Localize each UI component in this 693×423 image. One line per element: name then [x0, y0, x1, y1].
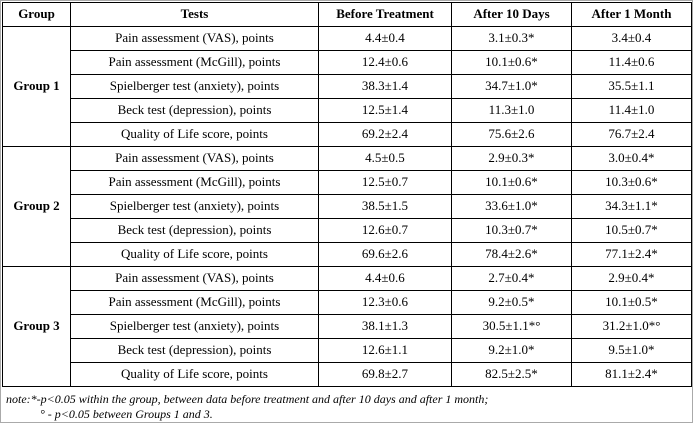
value-cell: 69.2±2.4 — [318, 122, 452, 147]
value-cell: 11.4±1.0 — [571, 98, 692, 123]
test-name-cell: Quality of Life score, points — [70, 362, 319, 387]
table-row: Quality of Life score, points 69.2±2.4 75.… — [3, 122, 692, 147]
value-cell: 2.7±0.4* — [451, 266, 572, 291]
table-row: Beck test (depression), points 12.5±1.4 11… — [3, 98, 692, 123]
group-label-cell: Group 2 — [2, 146, 71, 267]
value-cell: 12.5±0.7 — [318, 170, 452, 195]
test-name-cell: Quality of Life score, points — [70, 122, 319, 147]
table-row: Spielberger test (anxiety), points 38.5±1… — [3, 194, 692, 219]
table-row: Group 1 Pain assessment (VAS), points 4.4±… — [2, 26, 692, 147]
footnotes: note:*-p<0.05 within the group, between … — [2, 392, 691, 422]
value-cell: 82.5±2.5* — [451, 362, 572, 387]
test-name-cell: Spielberger test (anxiety), points — [70, 194, 319, 219]
value-cell: 9.2±1.0* — [451, 338, 572, 363]
value-cell: 3.0±0.4* — [571, 146, 692, 171]
value-cell: 3.1±0.3* — [451, 26, 572, 51]
value-cell: 10.3±0.7* — [451, 218, 572, 243]
value-cell: 12.6±1.1 — [318, 338, 452, 363]
table-row: Group 2 Pain assessment (VAS), points 4.5±… — [2, 146, 692, 267]
column-header-after-1-month: After 1 Month — [571, 2, 692, 27]
table-row: Group 3 Pain assessment (VAS), points 4.4±… — [2, 266, 692, 387]
value-cell: 78.4±2.6* — [451, 242, 572, 267]
column-header-after-10-days: After 10 Days — [451, 2, 572, 27]
test-name-cell: Pain assessment (McGill), points — [70, 170, 319, 195]
column-header-before-treatment: Before Treatment — [318, 2, 452, 27]
value-cell: 10.1±0.6* — [451, 50, 572, 75]
column-header-group: Group — [2, 2, 71, 27]
value-cell: 76.7±2.4 — [571, 122, 692, 147]
value-cell: 11.3±1.0 — [451, 98, 572, 123]
table-row: Pain assessment (McGill), points 12.3±0.6… — [3, 290, 692, 315]
group-label-cell: Group 3 — [2, 266, 71, 387]
value-cell: 10.1±0.5* — [571, 290, 692, 315]
value-cell: 38.3±1.4 — [318, 74, 452, 99]
table-row: Beck test (depression), points 12.6±1.1 9.… — [3, 338, 692, 363]
value-cell: 12.4±0.6 — [318, 50, 452, 75]
column-header-tests: Tests — [70, 2, 319, 27]
value-cell: 77.1±2.4* — [571, 242, 692, 267]
value-cell: 34.7±1.0* — [451, 74, 572, 99]
header-row: Group Tests Before Treatment After 10 Da… — [2, 2, 692, 27]
test-name-cell: Pain assessment (VAS), points — [70, 266, 319, 291]
value-cell: 12.5±1.4 — [318, 98, 452, 123]
value-cell: 2.9±0.3* — [451, 146, 572, 171]
value-cell: 10.1±0.6* — [451, 170, 572, 195]
table-row: Spielberger test (anxiety), points 38.3±1… — [3, 74, 692, 99]
value-cell: 69.8±2.7 — [318, 362, 452, 387]
table-row: Pain assessment (McGill), points 12.5±0.7… — [3, 170, 692, 195]
test-name-cell: Quality of Life score, points — [70, 242, 319, 267]
test-name-cell: Pain assessment (VAS), points — [70, 146, 319, 171]
test-name-cell: Pain assessment (VAS), points — [70, 26, 319, 51]
test-name-cell: Pain assessment (McGill), points — [70, 50, 319, 75]
group-label-cell: Group 1 — [2, 26, 71, 147]
value-cell: 81.1±2.4* — [571, 362, 692, 387]
table-row: Quality of Life score, points 69.8±2.7 82.… — [3, 362, 692, 387]
value-cell: 30.5±1.1*° — [451, 314, 572, 339]
table-body: Group 1 Pain assessment (VAS), points 4.4±… — [2, 26, 692, 387]
test-name-cell: Spielberger test (anxiety), points — [70, 314, 319, 339]
value-cell: 4.4±0.6 — [318, 266, 452, 291]
value-cell: 69.6±2.6 — [318, 242, 452, 267]
results-table: Group Tests Before Treatment After 10 Da… — [2, 2, 692, 387]
value-cell: 31.2±1.0*° — [571, 314, 692, 339]
value-cell: 9.5±1.0* — [571, 338, 692, 363]
test-name-cell: Beck test (depression), points — [70, 338, 319, 363]
value-cell: 12.6±0.7 — [318, 218, 452, 243]
test-name-cell: Beck test (depression), points — [70, 218, 319, 243]
table-row: Quality of Life score, points 69.6±2.6 78.… — [3, 242, 692, 267]
footnote-line-1: note:*-p<0.05 within the group, between … — [6, 392, 489, 406]
test-name-cell: Spielberger test (anxiety), points — [70, 74, 319, 99]
value-cell: 11.4±0.6 — [571, 50, 692, 75]
value-cell: 38.1±1.3 — [318, 314, 452, 339]
table-header: Group Tests Before Treatment After 10 Da… — [2, 2, 692, 27]
table-row: Pain assessment (McGill), points 12.4±0.6… — [3, 50, 692, 75]
value-cell: 75.6±2.6 — [451, 122, 572, 147]
value-cell: 4.4±0.4 — [318, 26, 452, 51]
value-cell: 4.5±0.5 — [318, 146, 452, 171]
value-cell: 10.5±0.7* — [571, 218, 692, 243]
value-cell: 38.5±1.5 — [318, 194, 452, 219]
value-cell: 33.6±1.0* — [451, 194, 572, 219]
value-cell: 9.2±0.5* — [451, 290, 572, 315]
test-name-cell: Beck test (depression), points — [70, 98, 319, 123]
value-cell: 3.4±0.4 — [571, 26, 692, 51]
value-cell: 12.3±0.6 — [318, 290, 452, 315]
table-row: Spielberger test (anxiety), points 38.1±1… — [3, 314, 692, 339]
test-name-cell: Pain assessment (McGill), points — [70, 290, 319, 315]
footnote-line-2: ° - p<0.05 between Groups 1 and 3. — [40, 407, 213, 421]
table-row: Beck test (depression), points 12.6±0.7 10… — [3, 218, 692, 243]
value-cell: 35.5±1.1 — [571, 74, 692, 99]
value-cell: 34.3±1.1* — [571, 194, 692, 219]
value-cell: 10.3±0.6* — [571, 170, 692, 195]
value-cell: 2.9±0.4* — [571, 266, 692, 291]
